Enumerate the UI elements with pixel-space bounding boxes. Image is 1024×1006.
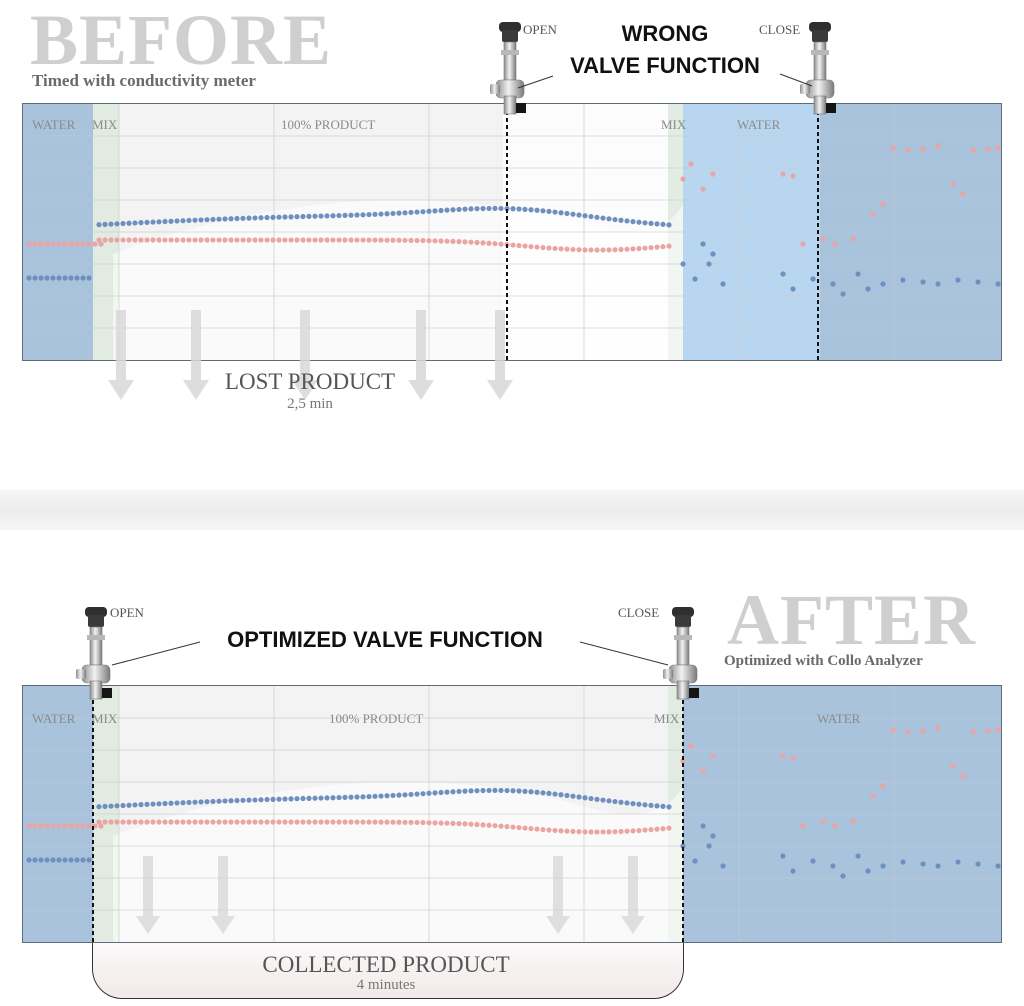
after-zone-product: 100% PRODUCT [329,711,424,726]
before-zone-water-right: WATER [737,117,781,132]
before-callout: WRONG VALVE FUNCTION [545,18,785,82]
section-divider [0,490,1024,530]
after-zone-water-right: WATER [817,711,861,726]
after-subtitle: Optimized with Collo Analyzer [724,653,923,669]
before-result-time: 2,5 min [287,396,333,412]
before-zone-mix-right: MIX [661,117,687,132]
before-lost-arrows [108,310,513,400]
after-callout: OPTIMIZED VALVE FUNCTION [227,627,543,652]
after-chart: WATER MIX 100% PRODUCT MIX WATER [22,685,1002,943]
before-zone-water-left: WATER [32,117,76,132]
after-open-valve-icon [73,605,119,709]
after-zone-water-left: WATER [32,711,76,726]
before-zone-product: 100% PRODUCT [281,117,376,132]
before-callout-line2: VALVE FUNCTION [570,52,760,78]
before-chart: WATER MIX 100% PRODUCT MIX WATER [22,103,1002,361]
before-zone-mix-left: MIX [92,117,118,132]
after-result-time: 4 minutes [356,977,416,993]
before-subtitle: Timed with conductivity meter [32,71,256,90]
after-callout-connectors [111,641,669,666]
before-callout-line1: WRONG [621,21,709,46]
before-title: BEFORE [30,0,333,80]
before-result-label: LOST PRODUCT [224,369,396,394]
after-zone-mix-left: MIX [92,711,118,726]
before-plot [23,104,1001,360]
after-close-valve-icon [660,605,706,709]
after-open-label: OPEN [110,605,144,620]
before-close-valve-icon [797,20,843,124]
after-close-label: CLOSE [618,605,660,620]
after-title: AFTER [727,580,977,660]
after-plot [23,686,1001,942]
before-open-label: OPEN [523,22,557,37]
before-open-valve-icon [487,20,533,124]
after-zone-mix-right: MIX [654,711,680,726]
after-result-label: COLLECTED PRODUCT [262,952,510,977]
before-close-label: CLOSE [759,22,801,37]
before-callout-connectors [517,73,813,89]
